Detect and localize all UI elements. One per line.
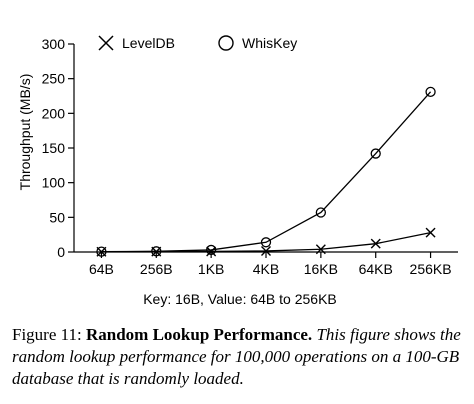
- x-tick-label: 16KB: [304, 261, 338, 277]
- y-tick-label: 100: [42, 175, 66, 191]
- x-marker-stroke: [261, 245, 271, 256]
- figure-caption: Figure 11: Random Lookup Performance. Th…: [12, 324, 464, 390]
- data-point-leveldb: [206, 246, 217, 257]
- data-point-whiskey: [205, 244, 217, 256]
- x-tick-label: 256B: [140, 261, 173, 277]
- x-marker-stroke: [206, 246, 217, 257]
- y-tick-label: 300: [42, 36, 66, 52]
- y-tick-label: 250: [42, 71, 66, 87]
- x-marker-stroke: [98, 35, 114, 51]
- x-axis-label: Key: 16B, Value: 64B to 256KB: [143, 291, 337, 307]
- data-point-leveldb: [370, 238, 381, 249]
- caption-title: Random Lookup Performance.: [85, 325, 313, 344]
- series-layer: [96, 86, 436, 257]
- x-tick-label: 64B: [89, 261, 114, 277]
- y-axis-label: Throughput (MB/s): [17, 74, 33, 191]
- y-tick-label: 0: [57, 244, 65, 260]
- x-tick-label: 4KB: [253, 261, 279, 277]
- data-point-leveldb: [261, 245, 271, 256]
- caption-number: Figure 11:: [12, 325, 82, 344]
- legend-label: WhisKey: [242, 35, 297, 51]
- chart-legend: LevelDB WhisKey: [98, 35, 297, 51]
- legend-marker: [98, 35, 114, 51]
- data-point-whiskey: [370, 148, 381, 159]
- data-point-whiskey: [425, 86, 436, 97]
- data-point-whiskey: [260, 237, 272, 248]
- legend-label: LevelDB: [122, 35, 175, 51]
- data-point-leveldb: [425, 227, 436, 238]
- x-axis-ticks: 64B 256B 1KB 4KB 16KB 64KB 256KB: [89, 252, 452, 277]
- caption-description: This figure shows the random lookup perf…: [12, 325, 461, 388]
- series-whiskey: [96, 86, 436, 257]
- legend-item-leveldb: LevelDB: [98, 35, 175, 51]
- x-marker-stroke: [315, 244, 326, 255]
- data-point-whiskey: [96, 246, 107, 257]
- x-marker-stroke: [370, 238, 381, 249]
- y-tick-label: 50: [49, 209, 65, 225]
- line-chart: 0 50 100 150 200 250 300 64B 256B 1KB 4KB 16KB 64KB…: [17, 35, 458, 307]
- data-point-leveldb: [315, 244, 326, 255]
- y-axis-ticks: 0 50 100 150 200 250 300: [42, 36, 74, 260]
- y-tick-label: 200: [42, 105, 66, 121]
- x-marker-stroke: [425, 227, 436, 238]
- x-tick-label: 1KB: [198, 261, 224, 277]
- x-tick-label: 256KB: [410, 261, 452, 277]
- series-line-whiskey: [101, 91, 432, 253]
- data-point-whiskey: [151, 246, 162, 257]
- data-point-whiskey: [315, 207, 327, 218]
- legend-marker: [218, 35, 234, 51]
- y-tick-label: 150: [42, 140, 66, 156]
- legend-item-whiskey: WhisKey: [218, 35, 297, 51]
- chart-axes: [73, 44, 458, 253]
- x-tick-label: 64KB: [359, 261, 393, 277]
